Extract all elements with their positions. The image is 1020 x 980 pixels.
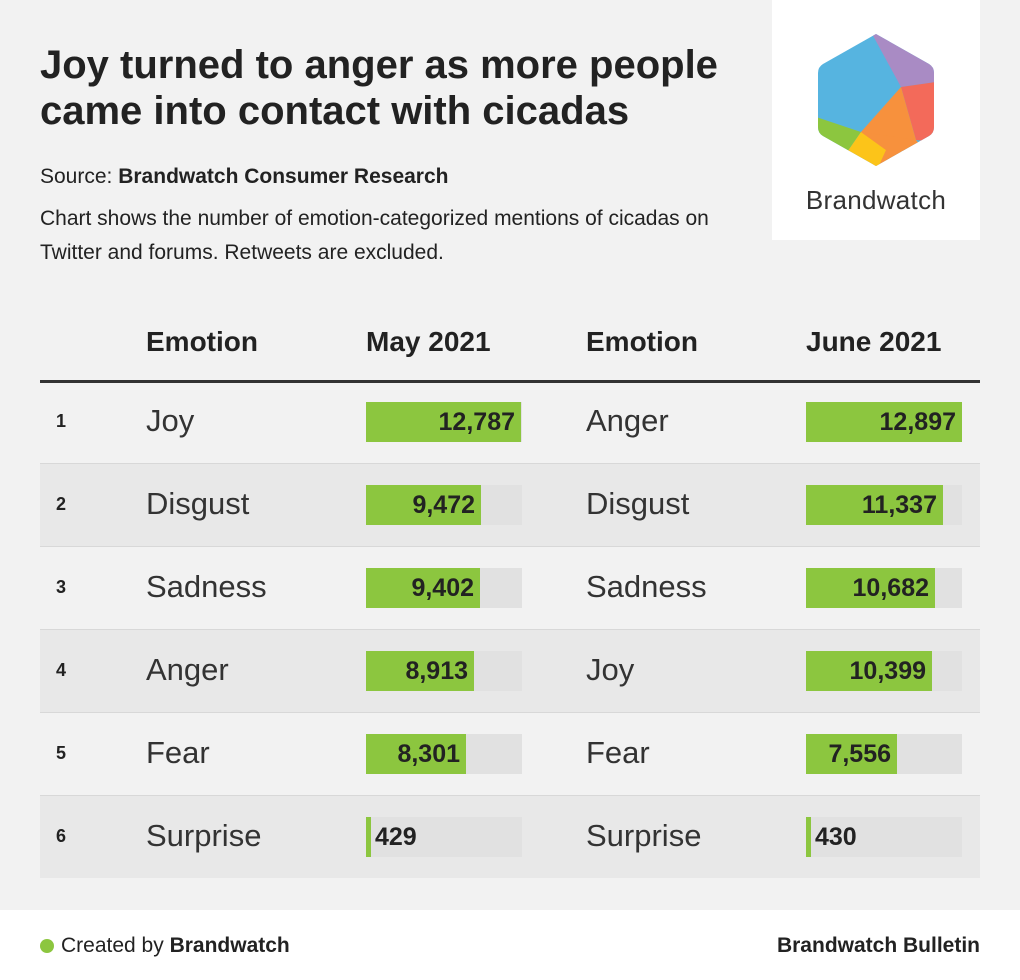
table-row: 2 Disgust Disgust 9,472 11,337 (40, 463, 980, 546)
may-bar-track: 9,472 (366, 485, 522, 525)
may-bar (366, 402, 521, 442)
june-value-label: 430 (815, 823, 857, 851)
may-value-label: 8,913 (405, 657, 468, 685)
table-row: 3 Sadness Sadness 9,402 10,682 (40, 546, 980, 629)
may-bar-track: 9,402 (366, 568, 522, 608)
footer: Created by Brandwatch Brandwatch Bulleti… (0, 910, 1020, 980)
header-june-2021: June 2021 (806, 326, 942, 357)
table-body: 1 Joy Anger 12,787 12,897 2 Disgust Disgust 9,47… (40, 381, 980, 878)
june-bar (806, 568, 935, 608)
may-value-label: 12,787 (438, 408, 515, 436)
june-value-label: 11,337 (861, 491, 937, 519)
source-label: Source: (40, 165, 113, 188)
rank-number: 1 (56, 411, 67, 431)
created-prefix: Created by (61, 934, 164, 957)
june-emotion: Surprise (586, 818, 702, 853)
may-bar-track: 8,913 (366, 651, 522, 691)
june-bar-track: 12,897 (806, 402, 962, 442)
june-value-label: 10,399 (849, 657, 926, 685)
table-row: 1 Joy Anger 12,787 12,897 (40, 381, 980, 463)
may-bar (366, 734, 466, 774)
table-row: 6 Surprise Surprise 429 430 (40, 795, 980, 878)
june-emotion: Anger (586, 403, 669, 438)
june-bar-track: 430 (806, 817, 962, 857)
may-bar-track: 429 (366, 817, 522, 857)
bulletin-label: Brandwatch Bulletin (776, 934, 980, 957)
table-row: 4 Anger Joy 8,913 10,399 (40, 629, 980, 712)
rank-number: 4 (56, 660, 67, 680)
june-bar (806, 485, 943, 525)
may-emotion: Anger (146, 652, 229, 687)
may-emotion: Fear (146, 735, 210, 770)
chart-description: Chart shows the number of emotion-catego… (40, 207, 709, 264)
source-line: Source: Brandwatch Consumer Research (40, 165, 449, 189)
created-by: Created by Brandwatch (61, 934, 290, 958)
june-bar-track: 11,337 (806, 485, 962, 525)
june-emotion: Disgust (586, 486, 690, 521)
june-bar-track: 10,682 (806, 568, 962, 608)
june-bar-track: 10,399 (806, 651, 962, 691)
may-emotion: Sadness (146, 569, 267, 604)
may-bar-track: 12,787 (366, 402, 522, 442)
june-bar (806, 402, 962, 442)
rank-number: 2 (56, 494, 67, 514)
rank-number: 6 (56, 826, 67, 846)
may-emotion: Disgust (146, 486, 250, 521)
june-emotion: Joy (586, 652, 635, 687)
hexagon-logo-icon (818, 34, 934, 166)
june-value-label: 10,682 (852, 574, 929, 602)
brandwatch-logo: Brandwatch (772, 0, 980, 240)
may-value-label: 9,472 (412, 491, 475, 519)
created-by-name: Brandwatch (169, 934, 290, 957)
june-bar (806, 734, 897, 774)
june-bar (806, 651, 932, 691)
green-dot-icon (40, 939, 54, 953)
june-emotion: Sadness (586, 569, 707, 604)
may-bar (366, 485, 481, 525)
header-emotion-may: Emotion (146, 326, 258, 357)
june-bar (806, 817, 811, 857)
rank-number: 5 (56, 743, 67, 763)
may-value-label: 429 (375, 823, 417, 851)
may-emotion: Surprise (146, 818, 262, 853)
header-emotion-june: Emotion (586, 326, 698, 357)
table-row: 5 Fear Fear 8,301 7,556 (40, 712, 980, 795)
may-bar-track: 8,301 (366, 734, 522, 774)
june-emotion: Fear (586, 735, 650, 770)
may-bar (366, 817, 371, 857)
chart-title: Joy turned to anger as more people came … (40, 43, 718, 133)
logo-wordmark: Brandwatch (805, 185, 947, 215)
may-emotion: Joy (146, 403, 195, 438)
june-value-label: 7,556 (828, 740, 891, 768)
june-bar-track: 7,556 (806, 734, 962, 774)
may-value-label: 8,301 (397, 740, 460, 768)
may-bar (366, 568, 480, 608)
may-bar (366, 651, 474, 691)
rank-number: 3 (56, 577, 67, 597)
may-value-label: 9,402 (411, 574, 474, 602)
june-value-label: 12,897 (879, 408, 956, 436)
header-may-2021: May 2021 (366, 326, 491, 357)
source-name: Brandwatch Consumer Research (118, 165, 449, 188)
table-header: Emotion May 2021 Emotion June 2021 (40, 320, 980, 383)
